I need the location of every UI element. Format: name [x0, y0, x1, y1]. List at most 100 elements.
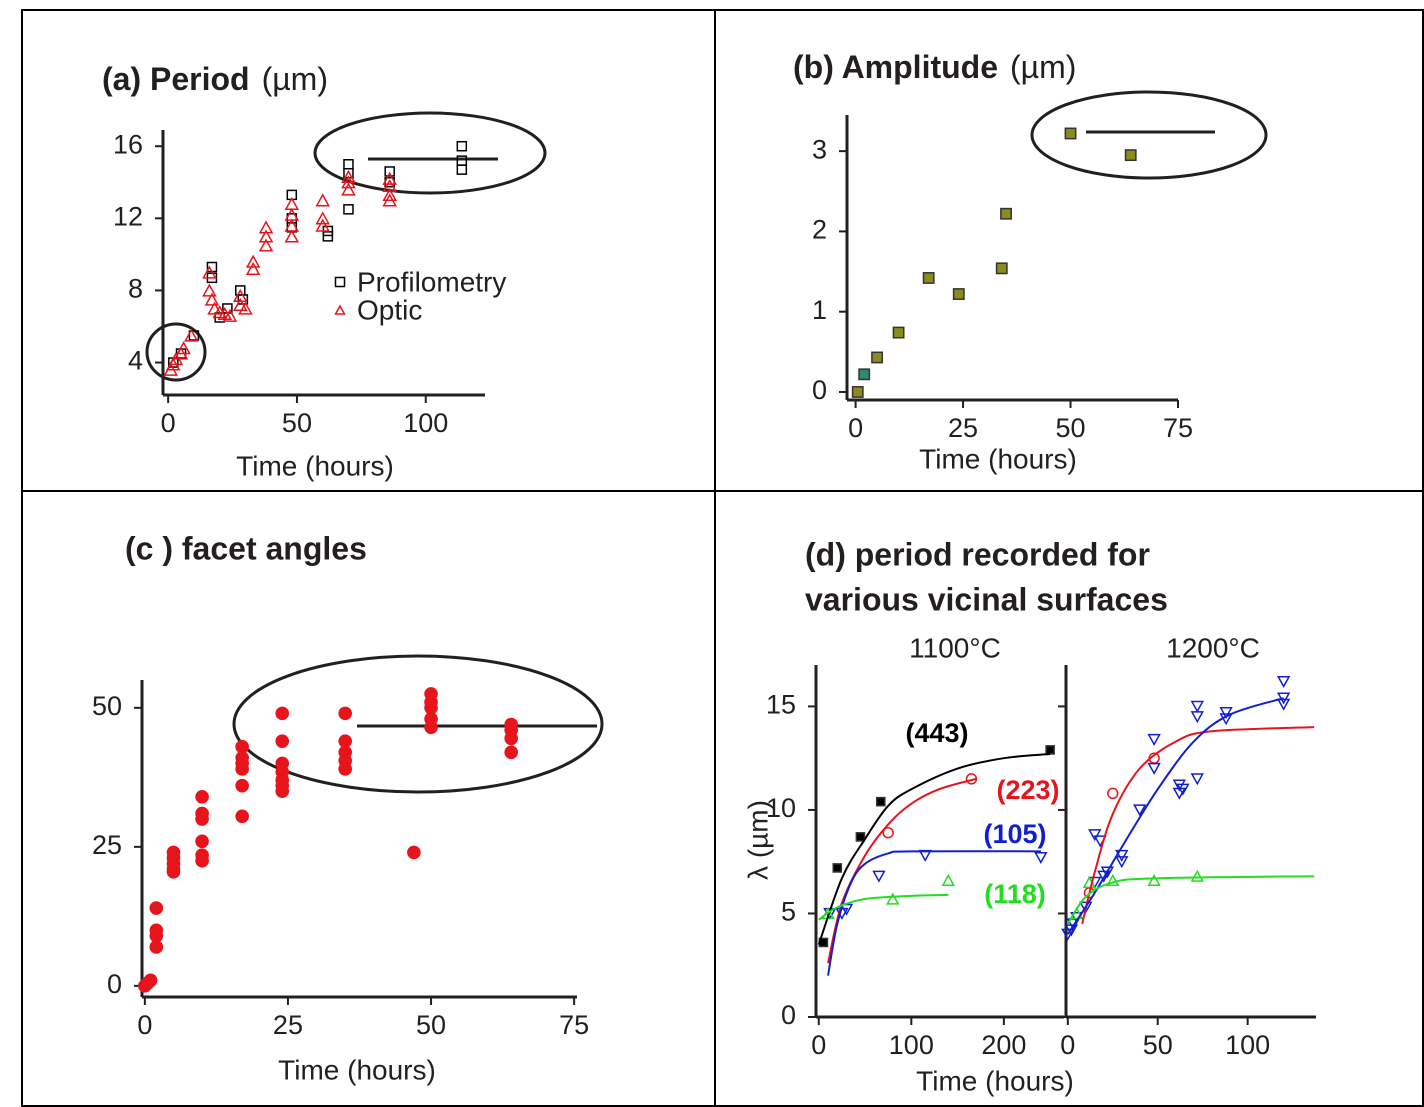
- series-label: (105): [983, 819, 1046, 849]
- marker-circle: [275, 706, 290, 721]
- marker-square: [1124, 149, 1137, 162]
- y-tick-label: 4: [128, 346, 143, 376]
- legend-label: Optic: [357, 294, 422, 325]
- marker-triangle: [233, 288, 248, 303]
- marker-circle: [235, 809, 249, 824]
- marker-triangle: [334, 304, 346, 315]
- marker-square: [456, 164, 468, 175]
- marker-triangle-down: [1147, 733, 1161, 746]
- x-tick-label: 25: [948, 413, 978, 443]
- x-tick-label: 0: [161, 408, 176, 438]
- marker-square: [456, 140, 468, 152]
- y-axis-label: λ (µm): [742, 800, 773, 880]
- y-tick-label: 8: [128, 274, 143, 304]
- marker-circle: [235, 762, 249, 776]
- marker-triangle-down: [1115, 849, 1129, 862]
- marker-circle: [275, 784, 290, 799]
- x-tick-label: 0: [1060, 1030, 1075, 1060]
- y-tick-label: 2: [812, 215, 827, 245]
- marker-triangle: [238, 301, 253, 315]
- marker-circle: [338, 734, 352, 748]
- marker-square: [871, 351, 884, 364]
- highlight-ellipse: [1030, 90, 1268, 180]
- marker-triangle-down: [1115, 856, 1129, 869]
- y-tick-label: 0: [107, 969, 122, 999]
- marker-triangle: [258, 238, 274, 252]
- marker-circle: [407, 845, 421, 860]
- marker-circle: [149, 940, 164, 954]
- marker-triangle: [341, 169, 356, 184]
- marker-triangle: [204, 292, 220, 306]
- marker-square: [952, 288, 965, 300]
- x-axis-label: Time (hours): [236, 450, 394, 481]
- panel-title: (a) Period (µm): [102, 61, 328, 97]
- marker-circle: [235, 778, 249, 793]
- marker-circle: [195, 834, 209, 849]
- marker-circle: [504, 745, 518, 760]
- marker-triangle: [315, 211, 330, 225]
- marker-circle: [882, 827, 894, 839]
- panel-title: various vicinal surfaces: [805, 581, 1168, 617]
- marker-square: [1064, 127, 1077, 140]
- title-bold: (b) Amplitude: [793, 49, 998, 85]
- marker-square: [456, 155, 468, 166]
- marker-triangle-down: [1276, 675, 1291, 688]
- marker-triangle: [382, 178, 397, 193]
- y-tick-label: 12: [113, 201, 143, 231]
- marker-square: [1045, 745, 1055, 755]
- marker-square: [334, 276, 346, 288]
- x-tick-label: 50: [416, 1010, 446, 1040]
- annotations: [145, 90, 1268, 794]
- marker-circle: [1107, 787, 1119, 800]
- x-tick-label: 75: [1163, 413, 1193, 443]
- marker-triangle: [245, 254, 261, 268]
- marker-triangle-down: [1079, 901, 1093, 914]
- x-axis-label: Time (hours): [278, 1054, 436, 1085]
- marker-triangle: [382, 193, 397, 207]
- series-label: (443): [905, 718, 968, 748]
- x-tick-label: 100: [403, 408, 448, 438]
- marker-square: [892, 326, 905, 339]
- marker-triangle: [184, 328, 199, 342]
- marker-triangle: [258, 229, 274, 243]
- legend-label: Profilometry: [357, 266, 506, 297]
- y-tick-label: 50: [92, 691, 122, 721]
- marker-square: [343, 159, 354, 170]
- marker-square: [188, 330, 200, 341]
- marker-triangle-down: [1034, 851, 1048, 864]
- marker-triangle-down: [1276, 698, 1291, 711]
- marker-triangle-down: [1147, 762, 1161, 775]
- highlight-ellipse: [313, 111, 547, 195]
- y-tick-label: 10: [766, 793, 796, 823]
- marker-triangle: [1147, 873, 1161, 886]
- marker-triangle: [315, 193, 330, 207]
- marker-triangle-down: [1190, 711, 1204, 724]
- marker-triangle: [315, 218, 330, 232]
- y-tick-label: 3: [812, 134, 827, 164]
- marker-triangle-down: [1176, 783, 1190, 796]
- marker-triangle-down: [1100, 866, 1115, 879]
- marker-triangle-down: [1219, 707, 1233, 720]
- subplot-title: 1100°C: [909, 632, 1001, 663]
- marker-circle: [504, 731, 518, 746]
- panel-title: (b) Amplitude (µm): [793, 49, 1076, 85]
- y-tick-label: 0: [781, 1000, 796, 1030]
- marker-triangle-down: [1190, 700, 1204, 713]
- marker-triangle-down: [1190, 773, 1204, 786]
- marker-triangle: [941, 873, 956, 886]
- marker-triangle: [202, 283, 217, 297]
- x-tick-label: 0: [811, 1030, 826, 1060]
- y-tick-label: 1: [812, 295, 827, 325]
- marker-triangle: [284, 229, 300, 243]
- marker-triangle: [258, 220, 274, 234]
- panel-title: (c ) facet angles: [125, 530, 367, 566]
- y-tick-label: 15: [766, 690, 796, 720]
- marker-circle: [149, 901, 164, 915]
- y-tick-label: 16: [113, 129, 143, 159]
- marker-circle: [149, 929, 164, 943]
- x-tick-label: 75: [559, 1010, 589, 1040]
- highlight-ellipse: [145, 322, 207, 382]
- x-tick-label: 0: [848, 413, 863, 443]
- x-tick-label: 0: [137, 1010, 152, 1040]
